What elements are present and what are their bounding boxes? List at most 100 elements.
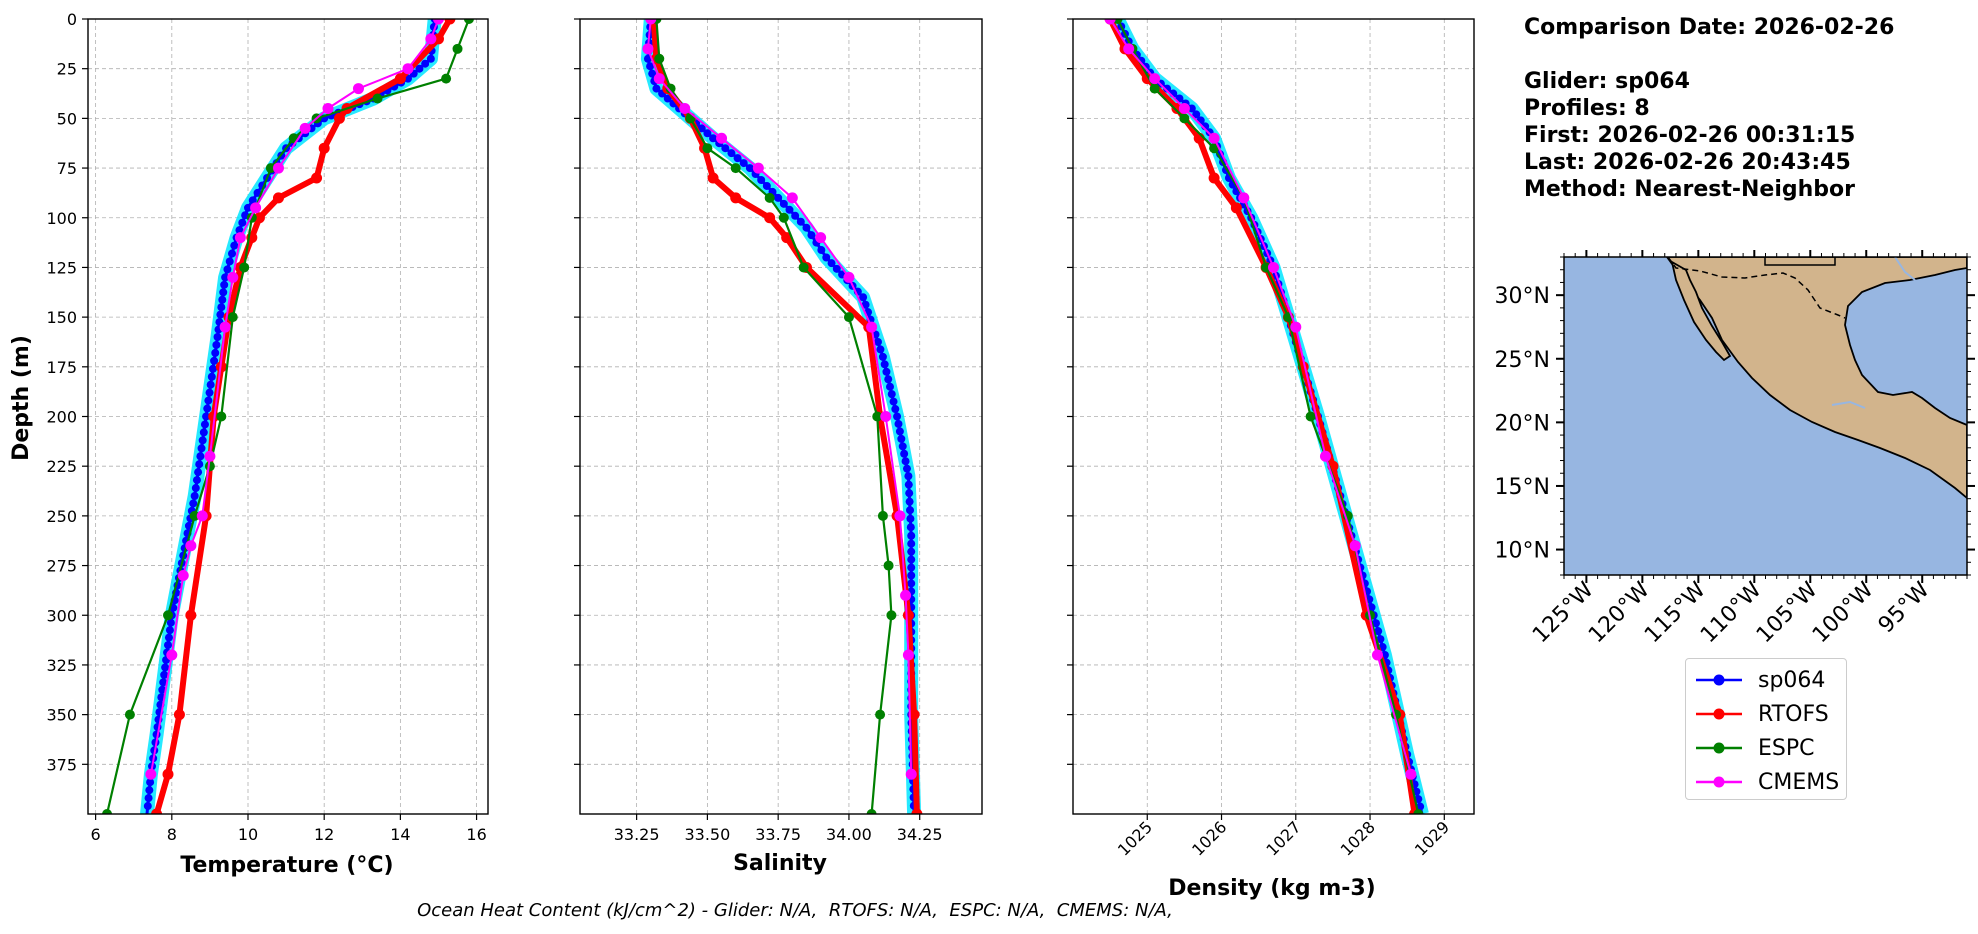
x-tick-label: 10 xyxy=(238,825,258,844)
rtofs-point xyxy=(432,33,444,45)
sp064-point xyxy=(885,382,894,391)
sp064-point xyxy=(217,303,226,312)
sp064-point xyxy=(907,579,916,588)
espc-point xyxy=(452,43,463,54)
cmems-point xyxy=(642,43,654,55)
sp064-point xyxy=(703,129,712,138)
sp064-point xyxy=(901,457,910,466)
cmems-point xyxy=(234,232,246,244)
sp064-point xyxy=(822,253,831,262)
espc-point xyxy=(764,192,775,203)
map-lat-label: 30°N xyxy=(1495,284,1550,309)
y-tick-label: 150 xyxy=(46,308,77,327)
sp064-point xyxy=(204,396,213,405)
cmems-point xyxy=(902,649,914,661)
legend-swatch xyxy=(1696,674,1742,686)
espc-point xyxy=(1305,411,1316,422)
sp064-point xyxy=(721,144,730,153)
cmems-point xyxy=(1178,102,1190,114)
salinity-panel: 33.25 33.50 33.75 34.00 34.25 xyxy=(574,18,983,844)
cmems-point xyxy=(815,232,827,244)
sp064-point xyxy=(223,265,232,274)
espc-point xyxy=(886,610,897,621)
espc-point xyxy=(227,312,238,323)
y-tick-label: 100 xyxy=(46,209,77,228)
espc-point xyxy=(665,83,676,94)
rtofs-point xyxy=(908,709,920,721)
ohc-footer: Ocean Heat Content (kJ/cm^2) - Glider: N… xyxy=(417,900,1173,921)
sp064-point xyxy=(195,460,204,469)
cmems-point xyxy=(425,33,437,45)
espc-point xyxy=(463,19,474,24)
sp064-point xyxy=(1376,635,1385,644)
cmems-point xyxy=(1208,132,1220,144)
cmems-point xyxy=(219,321,231,333)
cmems-point xyxy=(166,649,178,661)
legend-entry-espc: ESPC xyxy=(1694,731,1815,765)
sp064-point xyxy=(165,626,174,635)
sp064-point xyxy=(859,293,868,302)
rtofs-point xyxy=(911,808,923,814)
sp064-point xyxy=(905,497,914,506)
map-river-2 xyxy=(1831,400,1866,409)
cmems-point xyxy=(866,321,878,333)
method: Method: Nearest-Neighbor xyxy=(1524,177,1855,202)
rtofs-point xyxy=(781,232,793,244)
sp064-point xyxy=(205,388,214,397)
cmems-point xyxy=(1123,43,1135,55)
sp064-point xyxy=(894,419,903,428)
legend-entry-cmems: CMEMS xyxy=(1694,765,1839,799)
sp064-point xyxy=(211,348,220,357)
cmems-point xyxy=(196,510,208,522)
sp064-point xyxy=(207,372,216,381)
y-tick-label: 75 xyxy=(57,159,77,178)
cmems-point xyxy=(1290,321,1302,333)
map-lon-label: 100°W xyxy=(1808,577,1879,648)
sp064-point xyxy=(196,452,205,461)
cmems-point xyxy=(752,162,764,174)
map-border xyxy=(1667,257,1846,319)
sp064-point xyxy=(876,345,885,354)
espc-point xyxy=(798,262,809,273)
sp064-point xyxy=(191,484,200,493)
map-lat-label: 20°N xyxy=(1495,411,1550,436)
sp064-point xyxy=(1163,84,1172,93)
cmems-point xyxy=(227,271,239,283)
sp064-point xyxy=(143,802,152,811)
sp064-point xyxy=(199,428,208,437)
sp064-point xyxy=(206,380,215,389)
cmems-point xyxy=(716,132,728,144)
sp064-point xyxy=(893,412,902,421)
rtofs-point xyxy=(162,768,174,780)
sp064-point xyxy=(213,333,222,341)
sp064-point xyxy=(1192,110,1201,119)
sp064-point xyxy=(212,340,221,349)
rtofs-point xyxy=(1230,202,1242,214)
espc-point xyxy=(102,809,113,814)
sp064-point xyxy=(190,492,199,500)
x-tick-label: 1025 xyxy=(1114,817,1156,859)
espc-point xyxy=(189,510,200,521)
espc-point xyxy=(1261,262,1272,273)
sp064-point xyxy=(897,434,906,443)
x-tick-label: 12 xyxy=(314,825,334,844)
sp064-point xyxy=(194,468,203,477)
rtofs-point xyxy=(707,172,719,184)
espc-point xyxy=(883,560,894,571)
sp064-point xyxy=(228,249,236,258)
sp064-point xyxy=(1374,627,1383,636)
x-tick-label: 1026 xyxy=(1188,817,1230,859)
sp064-point xyxy=(907,563,916,572)
x-tick-label: 1027 xyxy=(1262,817,1304,859)
espc-point xyxy=(1209,143,1220,154)
map-lon-label: 115°W xyxy=(1640,577,1711,648)
x-tick-label: 14 xyxy=(390,825,410,844)
espc-point xyxy=(372,93,383,104)
cmems-point xyxy=(1104,19,1116,25)
espc-point xyxy=(843,312,854,323)
espc-point xyxy=(441,73,452,84)
last-time: Last: 2026-02-26 20:43:45 xyxy=(1524,150,1851,175)
y-tick-label: 325 xyxy=(46,656,77,675)
cmems-point xyxy=(299,122,311,134)
